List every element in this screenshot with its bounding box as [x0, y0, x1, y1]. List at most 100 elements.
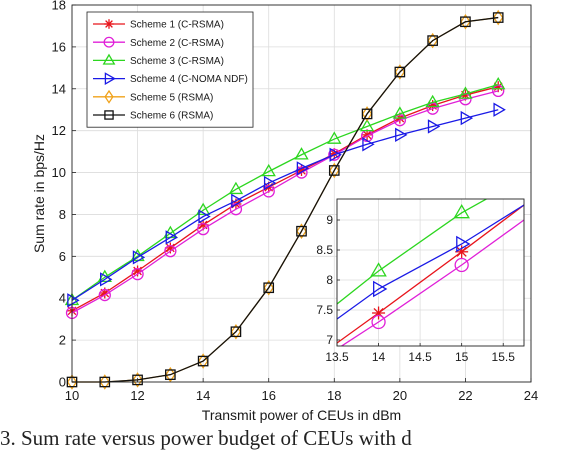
inset-frame — [336, 198, 525, 347]
data-point — [100, 272, 113, 287]
inset-y-tick-label: 7.5 — [316, 303, 333, 317]
data-point — [197, 355, 209, 367]
x-tick-label: 12 — [130, 388, 144, 403]
inset-x-tick-label: 13.5 — [325, 350, 349, 364]
data-point — [262, 185, 275, 198]
data-point — [426, 102, 439, 115]
inset-x-tick-label: 14 — [372, 350, 386, 364]
x-tick-label: 24 — [524, 388, 538, 403]
data-point — [395, 127, 408, 143]
legend-label: Scheme 2 (C-RSMA) — [130, 38, 224, 49]
inset-x-tick-label: 15.5 — [492, 350, 516, 364]
inset-y-tick-label: 8 — [326, 273, 333, 287]
inset-y-tick-label: 7 — [326, 333, 333, 347]
series-line — [71, 109, 499, 301]
data-point — [229, 203, 243, 216]
data-point — [296, 223, 307, 239]
data-point — [98, 288, 111, 302]
data-point — [230, 323, 242, 340]
x-tick-label: 10 — [65, 388, 79, 403]
y-tick-label: 16 — [52, 39, 66, 54]
inset-chart: 13.5 14 14.5 15 15.5 7 7.5 8 8.5 9 — [316, 198, 525, 364]
series-line — [72, 16, 499, 383]
inset-y-tick-label: 9 — [326, 213, 333, 227]
y-tick-label: 4 — [59, 291, 66, 306]
x-tick-label: 20 — [393, 388, 407, 403]
legend-box — [86, 11, 254, 128]
data-point — [263, 279, 274, 296]
data-point — [132, 250, 146, 265]
sum-rate-chart: 10 12 14 16 18 20 22 24024681012141618Transmit … — [31, 0, 539, 423]
data-point — [99, 374, 110, 390]
data-point — [491, 76, 506, 90]
data-point — [361, 108, 373, 120]
legend-label: Scheme 6 (RSMA) — [130, 111, 213, 122]
data-point — [296, 225, 307, 237]
legend-marker — [103, 36, 115, 48]
y-axis-label: Sum rate in bps/Hz — [31, 134, 47, 253]
data-point — [493, 102, 506, 117]
data-point — [228, 181, 244, 195]
inset-series-3 — [337, 199, 488, 305]
x-tick-label: 14 — [196, 388, 210, 403]
data-point — [359, 118, 375, 132]
data-point — [458, 86, 473, 99]
data-point — [460, 16, 471, 28]
data-point — [427, 119, 441, 134]
series-4 — [67, 102, 506, 308]
data-point — [296, 161, 310, 176]
data-point — [362, 137, 375, 152]
inset-y-tick-label: 8.5 — [316, 243, 333, 257]
y-tick-label: 6 — [59, 249, 66, 264]
inset-data-point — [456, 235, 471, 253]
data-point — [394, 66, 406, 78]
y-tick-label: 12 — [52, 123, 66, 138]
inset-series-line — [340, 219, 524, 346]
y-tick-label: 18 — [52, 0, 66, 13]
y-tick-label: 10 — [52, 165, 66, 180]
data-point — [263, 175, 277, 191]
data-point — [294, 147, 309, 160]
data-point — [195, 202, 211, 216]
legend-item-5: Scheme 5 (RSMA) — [93, 89, 213, 104]
plot-frame — [71, 4, 532, 383]
data-point — [131, 267, 144, 281]
data-point — [67, 293, 80, 308]
legend-marker — [104, 89, 114, 104]
inset-x-tick-label: 15 — [455, 350, 469, 364]
inset-series-line — [337, 204, 524, 320]
legend-marker — [104, 19, 114, 29]
legend-label: Scheme 3 (C-RSMA) — [130, 56, 224, 67]
legend-item-3: Scheme 3 (C-RSMA) — [93, 53, 224, 67]
legend-label: Scheme 5 (RSMA) — [130, 92, 213, 103]
data-point — [263, 282, 275, 294]
x-tick-label: 18 — [327, 388, 341, 403]
inset-data-point — [453, 204, 470, 219]
inset-x-tick-label: 14.5 — [408, 350, 432, 364]
data-point — [198, 209, 211, 224]
data-point — [165, 230, 178, 245]
data-point — [460, 13, 471, 30]
y-tick-label: 8 — [59, 207, 66, 222]
inset-series — [337, 199, 524, 346]
legend: Scheme 1 (C-RSMA) Scheme 2 (C-RSMA) Scheme… — [86, 11, 254, 128]
legend-item-2: Scheme 2 (C-RSMA) — [93, 36, 224, 49]
legend-item-6: Scheme 6 (RSMA) — [93, 110, 213, 122]
legend-marker — [104, 72, 116, 86]
inset-series-line — [337, 204, 524, 344]
inset-plot-area — [337, 199, 524, 346]
inset-series-line — [337, 199, 488, 305]
data-point — [165, 366, 176, 383]
data-point — [261, 163, 276, 177]
inset-data-point — [370, 262, 387, 277]
y-tick-label: 14 — [52, 81, 66, 96]
x-tick-label: 16 — [261, 388, 275, 403]
x-tick-label: 22 — [458, 388, 472, 403]
data-point — [97, 269, 112, 283]
data-point — [493, 9, 504, 26]
data-point — [132, 372, 143, 388]
data-point — [328, 165, 340, 176]
inset-data-point — [373, 280, 388, 298]
inset-series-2 — [340, 219, 524, 346]
